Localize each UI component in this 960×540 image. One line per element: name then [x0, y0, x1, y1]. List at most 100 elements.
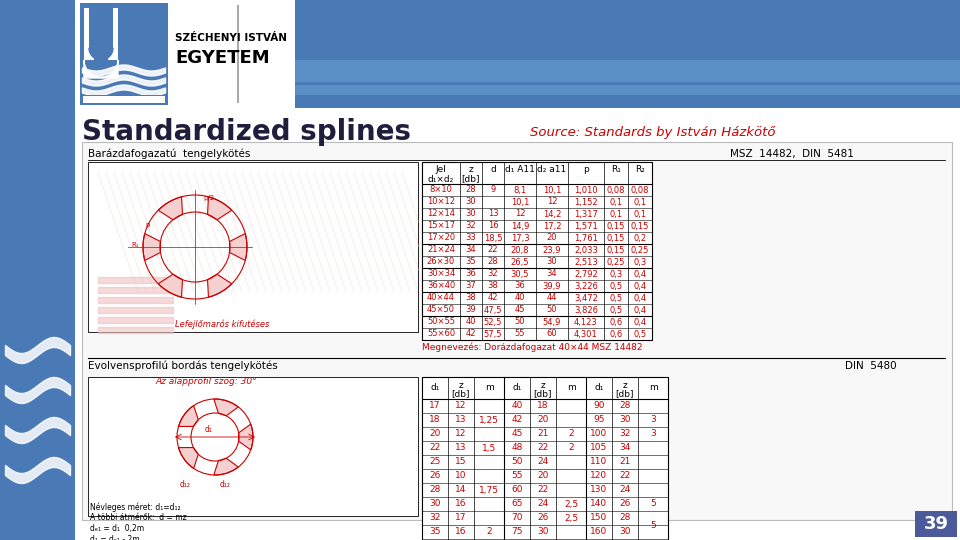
Text: 16: 16	[455, 500, 467, 509]
Text: 28: 28	[429, 485, 441, 495]
Polygon shape	[207, 274, 231, 297]
Text: 28: 28	[619, 514, 631, 523]
Text: z: z	[468, 165, 473, 174]
Text: 17,2: 17,2	[542, 221, 562, 231]
Text: 12: 12	[547, 198, 557, 206]
Text: 30: 30	[619, 415, 631, 424]
Text: 0,5: 0,5	[610, 294, 623, 302]
Text: 30: 30	[619, 528, 631, 537]
Text: 24: 24	[619, 485, 631, 495]
Text: 12: 12	[515, 210, 525, 219]
Text: 30: 30	[466, 198, 476, 206]
Text: 24: 24	[538, 500, 548, 509]
Text: 5: 5	[650, 521, 656, 530]
Text: 47,5: 47,5	[484, 306, 502, 314]
Text: 16: 16	[455, 528, 467, 537]
Text: 20,8: 20,8	[511, 246, 529, 254]
Text: 22: 22	[538, 485, 548, 495]
Text: Barázdafogazatú  tengelykötés: Barázdafogazatú tengelykötés	[88, 148, 251, 159]
Text: 30: 30	[538, 528, 549, 537]
Bar	[80, 3, 168, 105]
Bar	[138, 8, 166, 60]
Text: m: m	[649, 383, 658, 393]
Text: A többi átmérők:  d = mz: A többi átmérők: d = mz	[90, 514, 187, 523]
Text: 40: 40	[512, 402, 522, 410]
Text: 12: 12	[455, 402, 467, 410]
Text: 18,5: 18,5	[484, 233, 502, 242]
Text: 16: 16	[488, 221, 498, 231]
Text: 1,75: 1,75	[479, 485, 499, 495]
Text: 2: 2	[568, 443, 574, 453]
Text: 42: 42	[512, 415, 522, 424]
Text: 48: 48	[512, 443, 522, 453]
Text: [db]: [db]	[534, 389, 552, 399]
Text: 60: 60	[512, 485, 523, 495]
Text: 13: 13	[455, 415, 467, 424]
Bar	[75, 0, 295, 108]
Text: 45: 45	[515, 306, 525, 314]
Text: 42: 42	[466, 329, 476, 339]
Text: Standardized splines: Standardized splines	[82, 118, 411, 146]
Text: 0,4: 0,4	[634, 294, 647, 302]
Text: 100: 100	[590, 429, 608, 438]
Bar	[82, 142, 952, 520]
Bar	[237, 5, 238, 103]
Text: 17: 17	[429, 402, 441, 410]
Text: 50×55: 50×55	[427, 318, 455, 327]
Polygon shape	[179, 406, 199, 427]
Text: 32: 32	[429, 514, 441, 523]
Text: 34: 34	[546, 269, 558, 279]
Text: Az alapprofil szög: 30°: Az alapprofil szög: 30°	[155, 376, 256, 386]
Bar	[915, 511, 957, 537]
Text: d₂ a11: d₂ a11	[538, 165, 566, 174]
Text: R₂: R₂	[636, 165, 645, 174]
Bar	[80, 95, 168, 105]
Text: 0,25: 0,25	[631, 246, 649, 254]
Text: 1,010: 1,010	[574, 186, 598, 194]
Text: 14,9: 14,9	[511, 221, 529, 231]
Text: 0,3: 0,3	[610, 269, 623, 279]
Text: 39: 39	[466, 306, 476, 314]
Text: 3: 3	[650, 415, 656, 424]
Text: 18: 18	[429, 415, 441, 424]
Text: 160: 160	[590, 528, 608, 537]
Text: 30,5: 30,5	[511, 269, 529, 279]
Text: 26: 26	[619, 500, 631, 509]
Text: 40: 40	[466, 318, 476, 327]
Text: 4,123: 4,123	[574, 318, 598, 327]
Polygon shape	[84, 60, 118, 78]
Bar	[0, 0, 75, 540]
Text: 140: 140	[590, 500, 608, 509]
Text: 26×30: 26×30	[427, 258, 455, 267]
Text: 0,08: 0,08	[607, 186, 625, 194]
Text: 10,1: 10,1	[542, 186, 562, 194]
Text: 14,2: 14,2	[542, 210, 562, 219]
Text: 0,1: 0,1	[610, 210, 623, 219]
Text: 0,15: 0,15	[631, 221, 649, 231]
Text: 2: 2	[568, 429, 574, 438]
Text: 0,3: 0,3	[634, 258, 647, 267]
Polygon shape	[229, 233, 247, 260]
Text: 60: 60	[546, 329, 558, 339]
Text: [db]: [db]	[615, 389, 635, 399]
Text: 10,1: 10,1	[511, 198, 529, 206]
Text: 70: 70	[512, 514, 523, 523]
Bar	[422, 377, 668, 540]
Text: 40: 40	[515, 294, 525, 302]
Text: 38: 38	[466, 294, 476, 302]
Text: d₁₂: d₁₂	[220, 480, 231, 489]
Text: 50: 50	[512, 457, 523, 467]
Text: 57,5: 57,5	[484, 329, 502, 339]
Polygon shape	[158, 197, 182, 220]
Text: 30: 30	[429, 500, 441, 509]
Text: 44: 44	[547, 294, 557, 302]
Text: 15×17: 15×17	[427, 221, 455, 231]
Text: 23,9: 23,9	[542, 246, 562, 254]
Text: EGYETEM: EGYETEM	[175, 49, 270, 67]
Bar	[108, 8, 118, 60]
Bar	[83, 96, 165, 103]
Polygon shape	[214, 399, 238, 416]
Text: 22: 22	[538, 443, 548, 453]
Text: p: p	[583, 165, 588, 174]
Text: 37: 37	[466, 281, 476, 291]
